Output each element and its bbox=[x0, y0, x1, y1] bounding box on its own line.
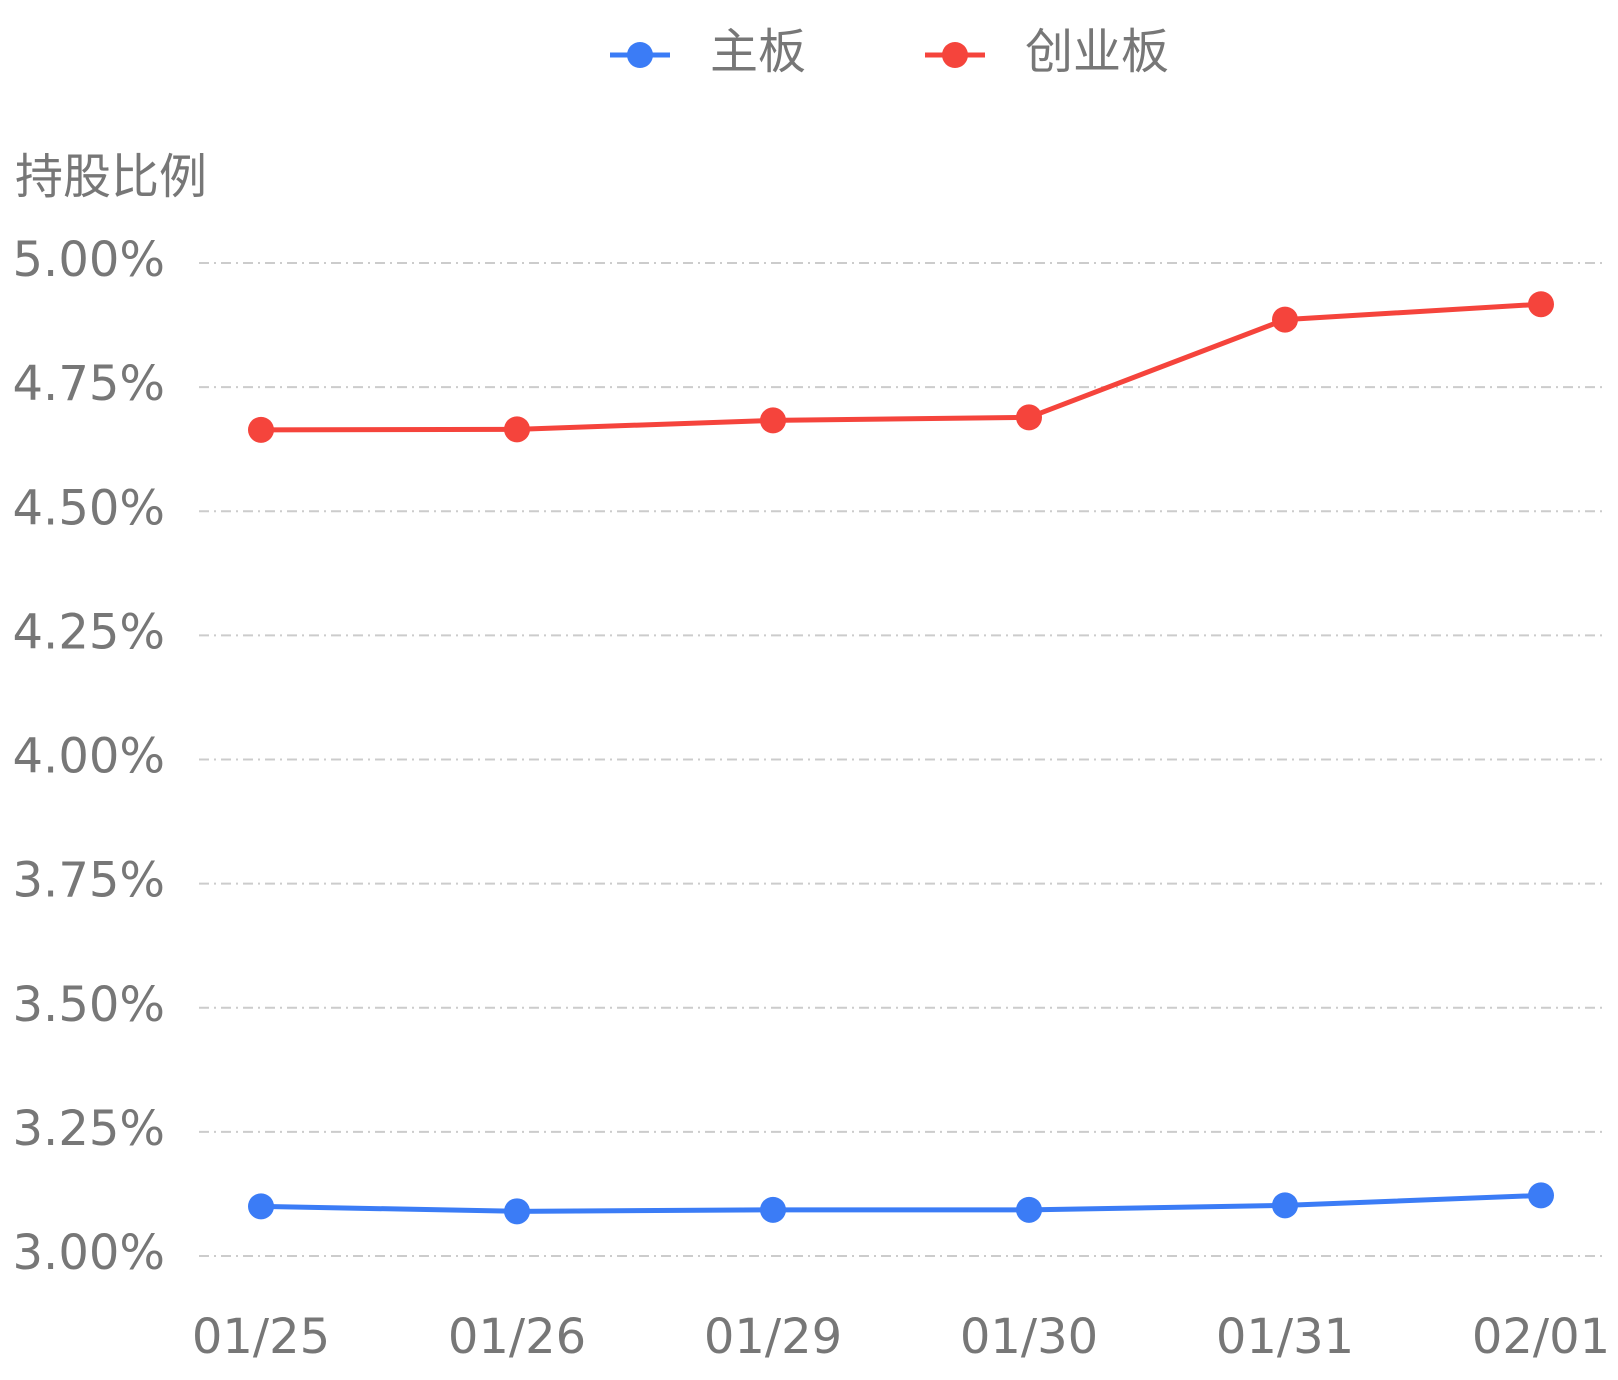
y-tick-label: 4.25% bbox=[13, 604, 165, 660]
y-tick-label: 4.50% bbox=[13, 480, 165, 536]
point bbox=[760, 407, 786, 434]
x-tick-label: 01/26 bbox=[448, 1309, 586, 1365]
point bbox=[1272, 306, 1298, 333]
legend-label: 主板 bbox=[710, 24, 806, 80]
point bbox=[1016, 404, 1042, 431]
legend-marker bbox=[942, 42, 968, 68]
y-tick-label: 5.00% bbox=[13, 232, 165, 288]
point bbox=[248, 416, 274, 443]
y-tick-label: 3.25% bbox=[13, 1101, 165, 1157]
legend-marker bbox=[627, 42, 653, 68]
point bbox=[1528, 1182, 1554, 1209]
point bbox=[1272, 1192, 1298, 1219]
x-tick-label: 01/25 bbox=[192, 1309, 330, 1365]
line bbox=[260, 301, 1542, 433]
y-tick-label: 3.75% bbox=[13, 853, 165, 909]
y-tick-label: 4.00% bbox=[13, 729, 165, 785]
line bbox=[260, 1192, 1542, 1214]
x-tick-label: 02/01 bbox=[1472, 1309, 1610, 1365]
y-axis-title: 持股比例 bbox=[15, 149, 207, 205]
point bbox=[760, 1196, 786, 1223]
x-tick-label: 01/31 bbox=[1216, 1309, 1354, 1365]
x-tick-label: 01/30 bbox=[960, 1309, 1098, 1365]
y-tick-label: 4.75% bbox=[13, 356, 165, 412]
point bbox=[504, 416, 530, 443]
y-tick-label: 3.50% bbox=[13, 977, 165, 1033]
x-tick-label: 01/29 bbox=[704, 1309, 842, 1365]
y-tick-label: 3.00% bbox=[13, 1225, 165, 1281]
point bbox=[504, 1198, 530, 1225]
point bbox=[1528, 291, 1554, 318]
point bbox=[248, 1193, 274, 1220]
legend-label: 创业板 bbox=[1025, 24, 1169, 80]
point bbox=[1016, 1196, 1042, 1223]
